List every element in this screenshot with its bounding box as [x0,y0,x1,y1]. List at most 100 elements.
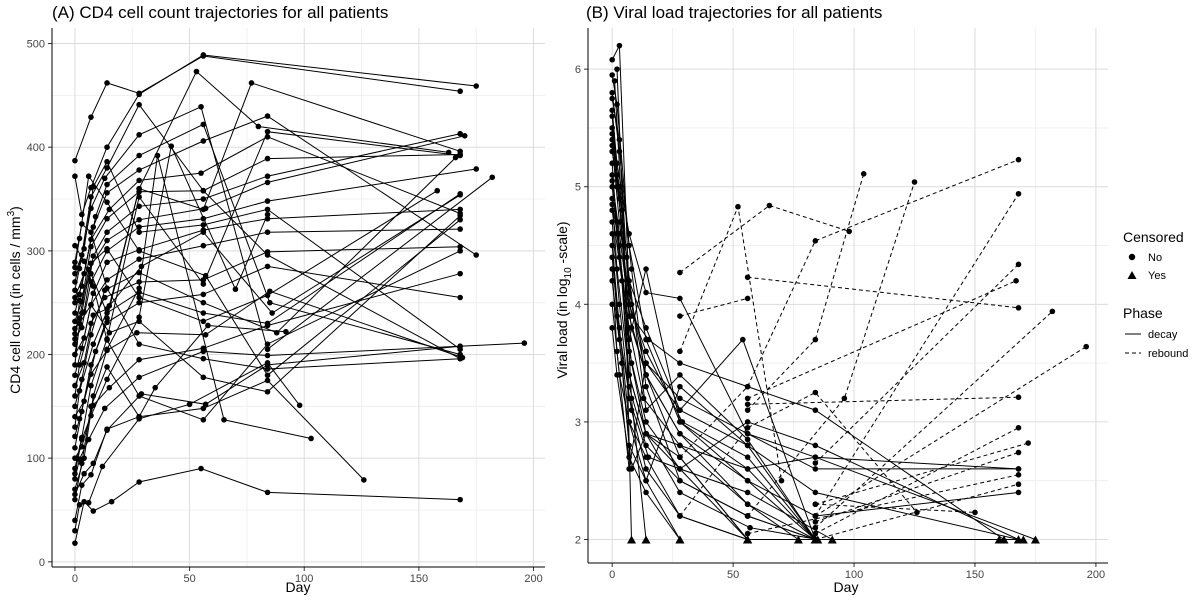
panel-a-data-point [136,101,142,108]
panel-a-data-point [457,152,463,159]
panel-b-data-point [972,509,978,516]
panel-a-series-line [74,324,286,500]
panel-a-data-point [72,299,78,306]
panel-a-data-point [104,315,110,322]
panel-b-data-point [643,419,649,425]
panel-a-data-point [101,287,108,294]
panel-a-data-point [104,237,110,244]
panel-a-data-point [104,158,110,165]
panel-b-data-point [643,266,649,272]
panel-a-data-point [202,332,209,338]
panel-b-data-point [619,278,625,284]
panel-b-data-point [626,419,632,425]
panel-a-data-point [461,133,468,139]
panel-a-data-point [106,206,113,213]
panel-a-data-point [457,248,463,254]
panel-a-data-point [264,113,271,119]
panel-b-data-point [1015,472,1022,478]
panel-a-data-point [85,499,92,506]
panel-a-data-point [202,272,209,279]
legend: Censored No Yes Phase decay rebound [1123,229,1188,360]
panel-a-data-point [200,310,207,316]
panel-b-data-point [1049,308,1056,315]
panel-b-censored-point [743,535,753,544]
panel-b-data-point [614,348,620,355]
panel-a-data-point [72,173,78,180]
panel-a-y-axis-title: CD4 cell count (in cells / mm3) [6,206,23,394]
panel-a-series-line [74,135,465,334]
panel-b-data-point [616,195,623,202]
panel-b-data-point [677,442,683,449]
panel-a-data-point [136,341,142,347]
panel-b-censored-point [641,535,651,544]
panel-b-data-point [619,207,625,214]
panel-a-data-point [457,346,463,353]
panel-a-data-point [72,382,78,389]
panel-b-series-line [814,311,1053,529]
panel-a-data-point [168,143,175,149]
panel-b-data-point [744,407,751,413]
panel-a-data-point [104,336,110,342]
panel-a-data-point [134,329,140,336]
panel-a-data-point [76,265,83,272]
panel-a-data-point [136,314,142,320]
panel-a-data-point [72,318,78,325]
panel-a-data-point [76,362,83,368]
panel-a-data-point [79,283,85,289]
panel-b-data-point [812,524,819,531]
panel-b-series-line [611,116,816,540]
panel-a-data-point [457,270,463,277]
panel-a-data-point [72,403,78,410]
panel-a-data-point [76,502,83,508]
panel-b-data-point [616,136,623,143]
panel-b-x-tick-label: 200 [1087,569,1105,581]
panel-a-data-point [269,310,275,316]
panel-b-data-point [1025,440,1031,446]
panel-b-data-point [609,242,615,249]
panel-b-data-point [616,219,623,225]
panel-a-data-point [79,482,85,488]
panel-b-data-point [626,383,632,390]
panel-a-data-point [200,374,207,381]
panel-a-series-line [74,131,461,469]
panel-b-data-point [643,454,649,460]
panel-a-x-tick-label: 150 [410,573,428,585]
panel-a-data-point [72,362,78,368]
panel-a-data-point [264,352,271,359]
panel-a-data-point [79,310,85,316]
panel-a-data-point [457,496,463,503]
panel-a-data-point [264,346,271,353]
panel-a-data-point [90,460,97,467]
panel-a-x-tick-label: 200 [524,573,542,585]
panel-b-data-point [744,419,751,425]
panel-a-series-line [74,157,456,407]
panel-b-series-line [679,204,782,481]
panel-a-data-point [76,456,83,463]
panel-a-data-point [88,229,94,235]
legend-rebound-label: rebound [1148,348,1188,360]
panel-b-data-point [609,142,615,149]
panel-b-data-point [616,325,623,331]
panel-b-data-point [812,530,819,537]
panel-b-title: (B) Viral load trajectories for all pati… [586,3,882,22]
panel-a-data-point [76,320,83,327]
panel-b-series-line [611,163,1019,540]
panel-b-data-point [609,95,615,102]
panel-a-data-point [200,242,207,249]
legend-yes-label: Yes [1148,270,1166,282]
panel-a-data-point [264,134,271,140]
panel-b-data-point [616,242,623,249]
panel-b-data-point [735,203,741,210]
panel-a-data-point [457,88,463,95]
panel-a-data-point [200,417,207,423]
panel-b-x-tick-label: 50 [727,569,739,581]
panel-b-data-point [744,430,751,437]
panel-b-data-point [679,419,686,425]
panel-a-data-point [72,491,78,498]
panel-a-x-tick-label: 50 [183,573,195,585]
panel-a-data-point [72,540,78,546]
panel-b-series-line [611,198,1019,470]
panel-a-data-point [267,288,273,295]
panel-a-data-point [200,318,207,325]
panel-a-data-point [264,372,271,379]
